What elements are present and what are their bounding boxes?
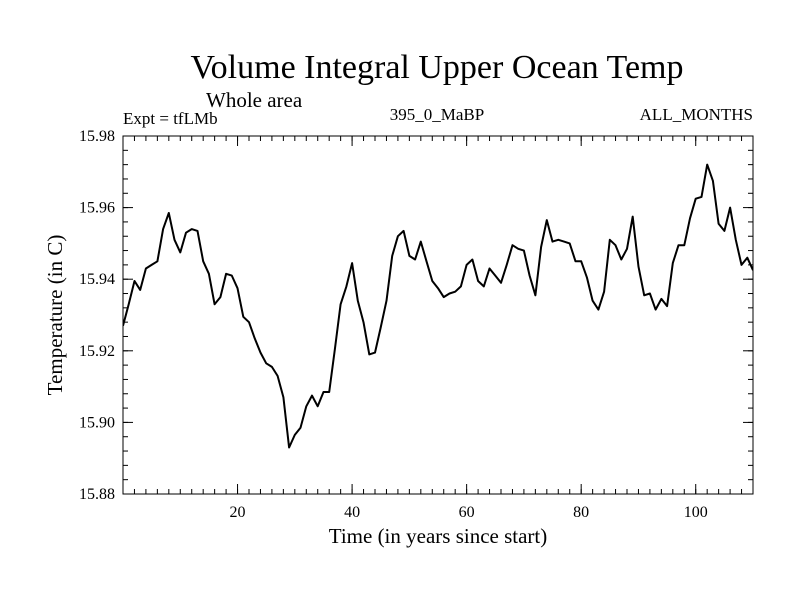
y-axis-label: Temperature (in C) xyxy=(43,235,67,396)
months-label: ALL_MONTHS xyxy=(640,105,753,124)
y-axis-tick-labels: 15.88 15.90 15.92 15.94 15.96 15.98 xyxy=(79,128,115,503)
chart-title: Volume Integral Upper Ocean Temp xyxy=(191,49,684,86)
y-tick-label: 15.94 xyxy=(79,271,115,288)
y-tick-label: 15.98 xyxy=(79,128,115,145)
axis-ticks xyxy=(123,135,753,495)
x-axis-tick-labels: 20 40 60 80 100 xyxy=(230,504,708,521)
x-tick-label: 60 xyxy=(459,504,475,521)
plot-area xyxy=(123,163,753,449)
run-label: 395_0_MaBP xyxy=(390,105,484,124)
x-tick-label: 100 xyxy=(684,504,708,521)
chart-subtitle: Whole area xyxy=(206,88,303,112)
plot-frame xyxy=(122,135,754,495)
x-axis-label: Time (in years since start) xyxy=(329,524,548,548)
x-tick-label: 80 xyxy=(573,504,589,521)
x-tick-label: 40 xyxy=(344,504,360,521)
expt-label: Expt = tfLMb xyxy=(123,109,218,128)
y-tick-label: 15.96 xyxy=(79,200,115,217)
x-tick-label: 20 xyxy=(230,504,246,521)
y-tick-label: 15.88 xyxy=(79,486,115,503)
y-tick-label: 15.90 xyxy=(79,414,115,431)
y-tick-label: 15.92 xyxy=(79,343,115,360)
temperature-series-line xyxy=(123,163,753,449)
